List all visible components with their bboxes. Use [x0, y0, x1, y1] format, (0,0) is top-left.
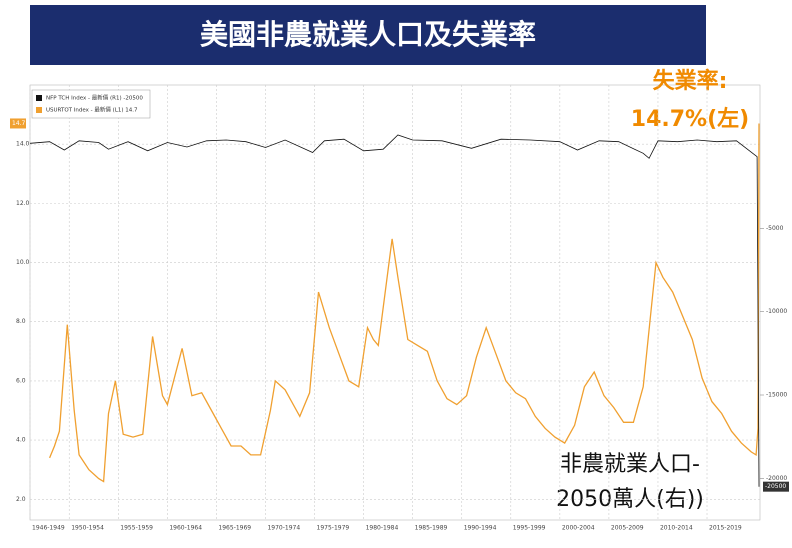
y2-tick-label: -20000	[766, 475, 787, 482]
legend-swatch	[36, 107, 42, 113]
title-banner	[30, 5, 706, 65]
x-tick-label: 1985-1989	[415, 525, 448, 532]
y2-tick-label: -15000	[766, 392, 787, 399]
x-tick-label: 1965-1969	[218, 525, 251, 532]
x-tick-label: 2005-2009	[611, 525, 644, 532]
x-tick-label: 1990-1994	[464, 525, 497, 532]
last-value-label: 14.7	[12, 120, 26, 127]
legend-swatch	[36, 95, 42, 101]
series-line	[29, 134, 760, 487]
x-tick-label: 1950-1954	[71, 525, 104, 532]
x-tick-label: 1955-1959	[120, 525, 153, 532]
last-value-label: -20500	[765, 483, 786, 490]
y-tick-label: 2.0	[16, 496, 26, 503]
legend-label: USURTOT Index - 最新價 (L1) 14.7	[46, 106, 138, 114]
annotation: 失業率:	[653, 68, 728, 94]
x-tick-label: 2015-2019	[709, 525, 742, 532]
x-tick-label: 1970-1974	[267, 525, 300, 532]
x-tick-label: 1995-1999	[513, 525, 546, 532]
last-value-tag	[10, 118, 26, 129]
y-tick-label: 14.0	[16, 141, 30, 148]
y-tick-label: 8.0	[16, 318, 26, 325]
x-tick-label: 1960-1964	[169, 525, 202, 532]
y-tick-label: 4.0	[16, 437, 26, 444]
x-tick-label: 1975-1979	[317, 525, 350, 532]
x-tick-label: 2000-2004	[562, 525, 595, 532]
y-tick-label: 10.0	[16, 259, 30, 266]
legend-box	[31, 89, 151, 119]
x-tick-label: 2010-2014	[660, 525, 693, 532]
annotation: 非農就業人口-	[560, 452, 700, 477]
y-tick-label: 6.0	[16, 377, 26, 384]
y2-tick-label: -5000	[766, 225, 784, 232]
annotation: 14.7%(左)	[631, 106, 749, 132]
y2-tick-label: -10000	[766, 308, 787, 315]
legend-label: NFP TCH Index - 最新價 (R1) -20500	[46, 94, 143, 102]
series-line	[48, 123, 760, 483]
chart-title: 美國非農就業人口及失業率	[200, 18, 536, 51]
last-value-tag	[763, 481, 789, 492]
x-tick-label: 1946-1949	[32, 525, 65, 532]
x-tick-label: 1980-1984	[366, 525, 399, 532]
y-tick-label: 12.0	[16, 200, 30, 207]
